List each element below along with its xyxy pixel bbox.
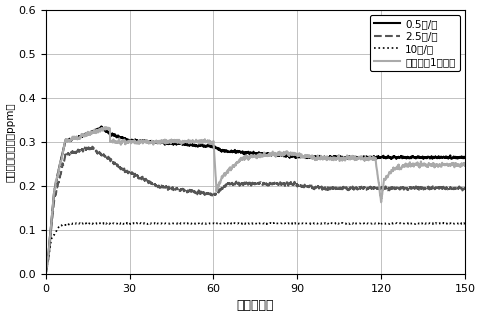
Line: 0.5回/時: 0.5回/時 — [46, 127, 464, 273]
2.5回/時 — [91, 147, 96, 150]
2.5回/時 — [43, 271, 48, 274]
10回/時 — [408, 222, 414, 225]
10回/時 — [221, 221, 227, 225]
2.5回/時 — [461, 186, 467, 190]
10回/時 — [461, 222, 467, 225]
10回/時 — [133, 221, 139, 225]
10回/時 — [91, 222, 96, 226]
窓開け（1ヶ所） — [116, 139, 121, 143]
10回/時 — [204, 222, 209, 225]
2.5回/時 — [204, 192, 209, 196]
10回/時 — [115, 221, 121, 225]
2.5回/時 — [89, 145, 95, 149]
10回/時 — [453, 222, 459, 225]
Y-axis label: 二酸化窒素濃度（ppm）: 二酸化窒素濃度（ppm） — [6, 102, 15, 182]
Legend: 0.5回/時, 2.5回/時, 10回/時, 窓開け（1ヶ所）: 0.5回/時, 2.5回/時, 10回/時, 窓開け（1ヶ所） — [369, 15, 459, 71]
窓開け（1ヶ所） — [453, 163, 459, 167]
0.5回/時 — [453, 155, 459, 159]
0.5回/時 — [221, 149, 227, 152]
窓開け（1ヶ所） — [43, 271, 48, 274]
X-axis label: 時間（分）: 時間（分） — [236, 300, 274, 313]
2.5回/時 — [221, 183, 227, 187]
窓開け（1ヶ所） — [91, 130, 96, 134]
Line: 窓開け（1ヶ所）: 窓開け（1ヶ所） — [46, 127, 464, 273]
0.5回/時 — [116, 135, 121, 139]
窓開け（1ヶ所） — [221, 173, 227, 176]
Line: 2.5回/時: 2.5回/時 — [46, 147, 464, 273]
0.5回/時 — [408, 156, 414, 160]
0.5回/時 — [43, 271, 48, 275]
2.5回/時 — [408, 187, 414, 191]
2.5回/時 — [116, 165, 121, 169]
0.5回/時 — [204, 145, 209, 149]
窓開け（1ヶ所） — [204, 140, 209, 143]
10回/時 — [43, 272, 48, 276]
窓開け（1ヶ所） — [408, 164, 414, 168]
窓開け（1ヶ所） — [461, 163, 467, 167]
窓開け（1ヶ所） — [103, 125, 109, 129]
0.5回/時 — [98, 125, 104, 128]
0.5回/時 — [91, 130, 96, 134]
2.5回/時 — [453, 186, 459, 190]
Line: 10回/時: 10回/時 — [46, 223, 464, 274]
0.5回/時 — [461, 156, 467, 160]
